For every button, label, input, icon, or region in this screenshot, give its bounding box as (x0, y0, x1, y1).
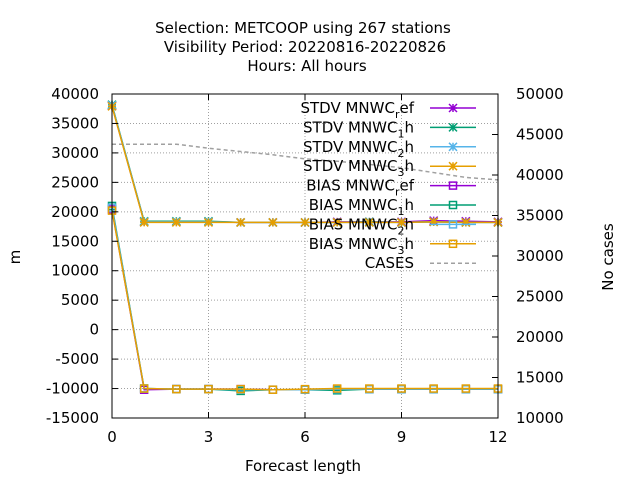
data-point (139, 217, 149, 227)
data-point (365, 384, 374, 393)
y2-tick-label: 10000 (516, 409, 564, 427)
y-tick-label: 5000 (61, 291, 99, 309)
legend-marker (448, 103, 458, 113)
y-tick-label: 30000 (51, 144, 99, 162)
series-line (111, 209, 498, 391)
legend-marker (448, 142, 458, 152)
legend-label: STDV MNWCref (300, 99, 414, 121)
y2-tick-label: 35000 (516, 207, 564, 225)
legend-label: CASES (365, 254, 414, 272)
x-tick-label: 3 (204, 428, 214, 446)
data-point (332, 217, 342, 227)
title-line: Hours: All hours (247, 57, 366, 75)
data-point (461, 384, 471, 393)
y-tick-label: 20000 (51, 203, 99, 221)
data-point (236, 384, 245, 394)
data-point (396, 217, 407, 227)
data-point (364, 217, 374, 227)
y2-tick-label: 50000 (516, 85, 564, 103)
y-tick-label: -10000 (46, 380, 99, 398)
legend-label: STDV MNWC3h (303, 157, 414, 179)
data-point (429, 217, 439, 227)
legend-label: BIAS MNWC2h (309, 215, 414, 237)
y-tick-label: 10000 (51, 262, 99, 280)
y2-tick-label: 20000 (516, 328, 564, 346)
x-tick-label: 9 (397, 428, 407, 446)
data-point (332, 384, 342, 393)
data-point (171, 217, 181, 227)
y2-tick-label: 25000 (516, 288, 564, 306)
title-line: Visibility Period: 20220816-20220826 (164, 38, 446, 56)
legend-marker (448, 200, 458, 210)
series-line (112, 143, 499, 181)
data-point (204, 384, 213, 394)
data-point (139, 384, 149, 393)
data-point (236, 217, 246, 227)
legend-label: STDV MNWC1h (303, 118, 414, 140)
legend-marker (448, 181, 458, 190)
legend-label: BIAS MNWC1h (309, 196, 414, 218)
y-tick-label: 15000 (51, 232, 99, 250)
y2-tick-label: 30000 (516, 247, 564, 265)
data-point (300, 384, 310, 394)
legend-label: STDV MNWC2h (303, 138, 414, 160)
grid (112, 94, 498, 418)
series-bias-mnwc-ref (107, 205, 503, 394)
x-axis-label: Forecast length (245, 457, 361, 475)
y-tick-label: 35000 (51, 114, 99, 132)
chart-title: Selection: METCOOP using 267 stations Vi… (155, 19, 451, 75)
y2-tick-label: 40000 (516, 166, 564, 184)
legend-marker (448, 220, 458, 229)
y2-tick-label: 15000 (516, 369, 564, 387)
y-tick-label: 40000 (51, 85, 99, 103)
y2-axis-label: No cases (599, 223, 617, 291)
data-point (300, 217, 310, 227)
data-point (268, 217, 278, 227)
y-tick-label: -15000 (46, 409, 99, 427)
legend-marker (448, 239, 458, 249)
data-point (397, 384, 406, 393)
y-axis-label: m (6, 250, 24, 265)
series-cases (112, 143, 499, 181)
data-point (429, 384, 438, 393)
y-tick-label: -5000 (55, 350, 99, 368)
legend-marker (448, 161, 458, 171)
legend-label: BIAS MNWC3h (309, 235, 414, 257)
legend-marker (448, 122, 458, 132)
x-tick-label: 0 (107, 428, 117, 446)
series-line (111, 210, 498, 391)
data-point (172, 384, 181, 394)
y-tick-label: 25000 (51, 173, 99, 191)
legend-label: BIAS MNWCref (306, 177, 414, 199)
data-point (203, 217, 214, 227)
y-tick-label: 0 (89, 321, 99, 339)
y2-tick-label: 45000 (516, 126, 564, 144)
axes: -15000 -10000 -5000 0 5000 10000 15000 20000 250… (46, 85, 564, 446)
title-line: Selection: METCOOP using 267 stations (155, 19, 451, 37)
data-point (268, 385, 278, 394)
x-tick-label: 12 (488, 428, 507, 446)
x-tick-label: 6 (300, 428, 310, 446)
data-point (461, 217, 471, 227)
